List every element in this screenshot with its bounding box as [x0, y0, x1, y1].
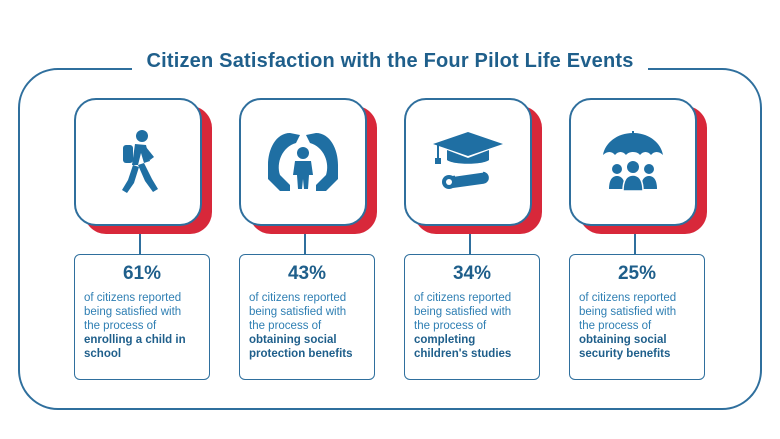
stat-box: 25% of citizens reported being satisfied… — [569, 254, 705, 380]
card-completing-studies: 34% of citizens reported being satisfied… — [404, 98, 564, 386]
connector-line — [469, 234, 471, 254]
description: of citizens reported being satisfied wit… — [84, 292, 186, 360]
connector-line — [139, 234, 141, 254]
percent-value: 61% — [122, 263, 162, 284]
description: of citizens reported being satisfied wit… — [249, 292, 353, 360]
connector-line — [634, 234, 636, 254]
page-title: Citizen Satisfaction with the Four Pilot… — [0, 50, 780, 73]
graduation-cap-icon — [433, 132, 503, 189]
percent-value: 25% — [617, 263, 657, 284]
walking-child-icon — [122, 130, 158, 193]
umbrella-family-icon — [603, 131, 663, 192]
stat-box: 43% of citizens reported being satisfied… — [239, 254, 375, 380]
description: of citizens reported being satisfied wit… — [414, 292, 512, 360]
percent-value: 43% — [287, 263, 327, 284]
percent-value: 34% — [452, 263, 492, 284]
icon-box — [74, 98, 202, 226]
stat-box: 61% of citizens reported being satisfied… — [74, 254, 210, 380]
protecting-hands-icon — [268, 133, 338, 191]
connector-line — [304, 234, 306, 254]
icon-box — [569, 98, 697, 226]
card-social-protection: 43% of citizens reported being satisfied… — [239, 98, 399, 386]
icon-box — [404, 98, 532, 226]
icon-box — [239, 98, 367, 226]
stat-box: 34% of citizens reported being satisfied… — [404, 254, 540, 380]
card-enrolling-school: 61% of citizens reported being satisfied… — [74, 98, 234, 386]
card-social-security: 25% of citizens reported being satisfied… — [569, 98, 729, 386]
description: of citizens reported being satisfied wit… — [579, 292, 677, 360]
